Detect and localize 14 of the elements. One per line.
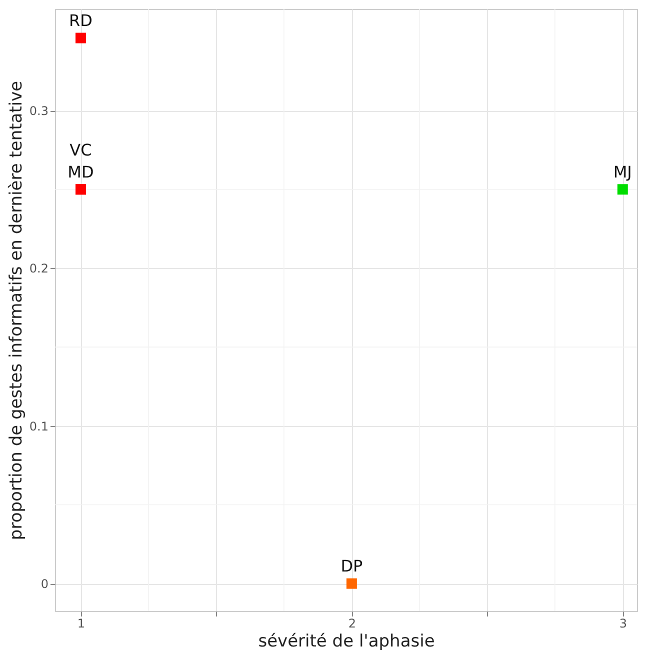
annotation: DP: [340, 556, 364, 576]
annotation: MJ: [613, 162, 632, 182]
annotation: RD: [69, 11, 92, 30]
annotation: VC: [70, 140, 92, 160]
y-axis-title: proportion de gestes informatifs en dernière tentative: [6, 80, 26, 540]
x-axis-title: sévérité de l'aphasie: [258, 632, 435, 652]
annotation: MD: [68, 162, 94, 182]
x-tick-label: 1: [77, 616, 86, 630]
x-tick-label: 3: [619, 616, 627, 630]
y-tick-label: 0.2: [29, 262, 48, 276]
y-tick-label: 0: [40, 577, 48, 592]
x-tick-label: 2: [348, 616, 356, 630]
y-tick-label: 0.1: [29, 419, 48, 434]
y-tick-label: 0.3: [29, 104, 48, 118]
